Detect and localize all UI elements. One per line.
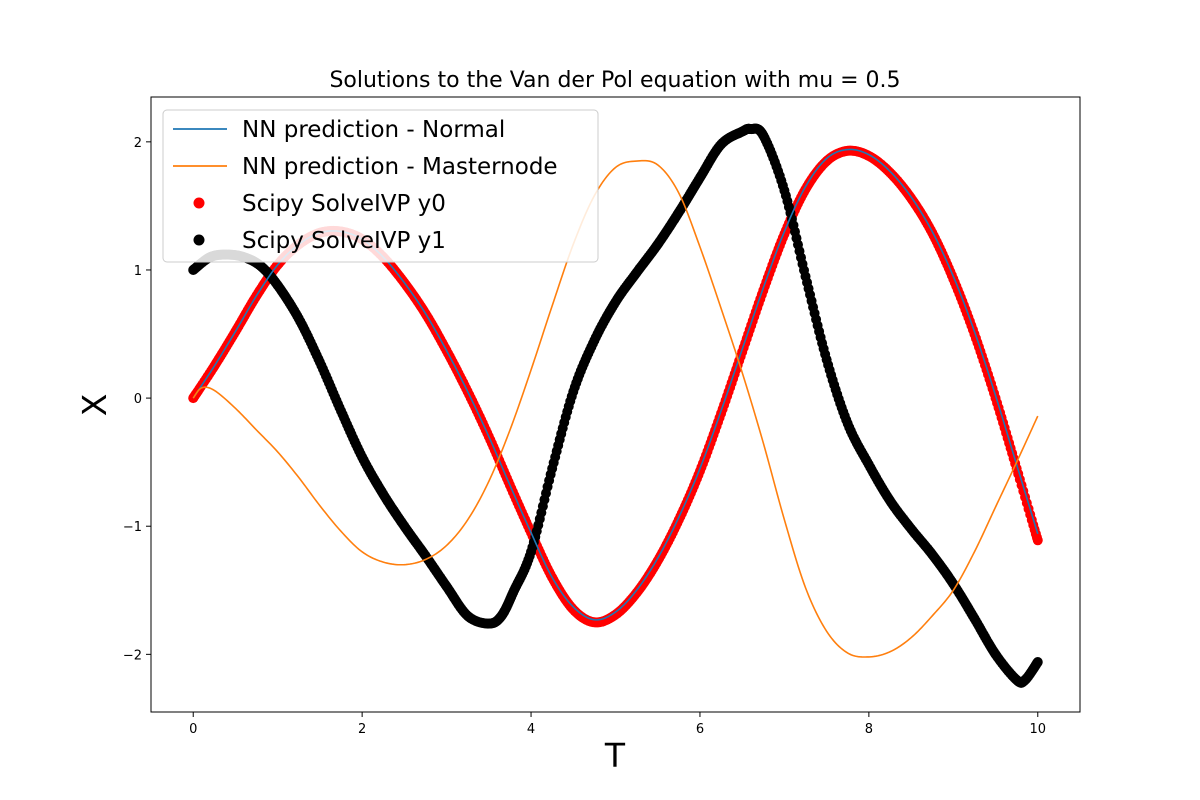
series-scipy-solveivp-y1 [188, 123, 1043, 688]
x-tick-label: 6 [696, 722, 704, 737]
scatter-point [1032, 657, 1043, 668]
x-axis-label: T [604, 736, 626, 775]
legend-label: Scipy SolveIVP y1 [242, 228, 446, 254]
legend-marker-swatch [193, 197, 205, 209]
chart-title: Solutions to the Van der Pol equation wi… [329, 68, 900, 93]
y-axis-label: X [75, 394, 114, 417]
legend-label: NN prediction - Normal [242, 117, 505, 143]
x-tick-label: 0 [189, 722, 197, 737]
legend: NN prediction - Normal NN prediction - Ma… [162, 109, 599, 263]
y-tick-label: 1 [134, 264, 142, 279]
y-axis-ticks: −2 −1 0 1 2 [123, 136, 151, 663]
x-tick-label: 8 [865, 722, 873, 737]
legend-label: Scipy SolveIVP y0 [242, 191, 446, 217]
y-tick-label: 2 [134, 136, 142, 151]
plot-frame [150, 96, 1081, 713]
series-nn-prediction-masternode [192, 159, 1039, 658]
scatter-point [1032, 535, 1043, 546]
y-tick-label: −1 [123, 520, 142, 535]
x-tick-label: 2 [358, 722, 366, 737]
legend-label: NN prediction - Masternode [242, 154, 558, 180]
legend-marker-swatch [193, 234, 205, 246]
y-tick-label: 0 [134, 392, 142, 407]
y-tick-label: −2 [123, 648, 142, 663]
series-line [192, 159, 1039, 658]
x-tick-label: 10 [1029, 722, 1046, 737]
x-tick-label: 4 [527, 722, 535, 737]
x-axis-ticks: 0 2 4 6 8 10 [189, 712, 1046, 737]
legend-box [162, 109, 599, 263]
